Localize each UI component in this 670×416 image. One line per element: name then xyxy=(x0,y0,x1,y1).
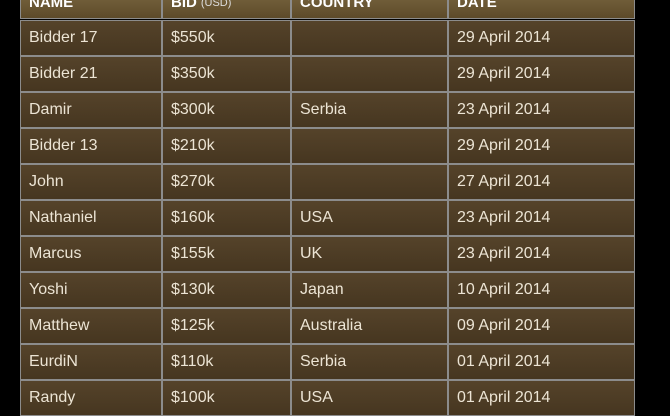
cell-text: $155k xyxy=(171,245,215,262)
table-cell: 23 April 2014 xyxy=(448,236,635,272)
table-cell: Yoshi xyxy=(20,272,162,308)
table-cell: 27 April 2014 xyxy=(448,164,635,200)
cell-text: UK xyxy=(300,245,323,262)
cell-text: Bidder 13 xyxy=(29,137,98,154)
table-cell: Bidder 13 xyxy=(20,128,162,164)
table-cell: Marcus xyxy=(20,236,162,272)
cell-text: Bidder 17 xyxy=(29,29,98,46)
header-cell: NAME xyxy=(20,0,162,19)
table-cell: USA xyxy=(291,200,448,236)
bid-unit: (USD) xyxy=(200,0,232,9)
cell-text: $100k xyxy=(171,389,215,406)
table-cell: 09 April 2014 xyxy=(448,308,635,344)
table-cell: $130k xyxy=(162,272,291,308)
table-cell xyxy=(291,56,448,92)
table-cell: 01 April 2014 xyxy=(448,380,635,416)
cell-text: 01 April 2014 xyxy=(457,389,551,406)
column-header: BID xyxy=(171,0,197,11)
bids-table: NAME BID (USD) COUNTRY DATE Bidder 17 $550k 29 … xyxy=(20,0,635,416)
cell-text: 10 April 2014 xyxy=(457,281,551,298)
cell-text: USA xyxy=(300,389,333,406)
cell-text: Japan xyxy=(300,281,344,298)
table-cell xyxy=(291,164,448,200)
cell-text: $550k xyxy=(171,29,215,46)
table-cell: Australia xyxy=(291,308,448,344)
table-cell: 29 April 2014 xyxy=(448,128,635,164)
cell-text: $350k xyxy=(171,65,215,82)
cell-text: Damir xyxy=(29,101,72,118)
cell-text: Serbia xyxy=(300,101,347,118)
table-cell: USA xyxy=(291,380,448,416)
cell-text: 01 April 2014 xyxy=(457,353,551,370)
table-cell: Japan xyxy=(291,272,448,308)
cell-text: 23 April 2014 xyxy=(457,245,551,262)
column-header: NAME xyxy=(29,0,74,11)
cell-text: $160k xyxy=(171,209,215,226)
cell-text: 29 April 2014 xyxy=(457,65,551,82)
table-cell: $125k xyxy=(162,308,291,344)
column-header: DATE xyxy=(457,0,497,11)
cell-text: 23 April 2014 xyxy=(457,101,551,118)
cell-text: $300k xyxy=(171,101,215,118)
cell-text: 29 April 2014 xyxy=(457,137,551,154)
cell-text: Randy xyxy=(29,389,76,406)
page: NAME BID (USD) COUNTRY DATE Bidder 17 $550k 29 … xyxy=(20,0,635,416)
table-cell: 29 April 2014 xyxy=(448,20,635,56)
table-cell: $550k xyxy=(162,20,291,56)
table-cell: 10 April 2014 xyxy=(448,272,635,308)
cell-text: $210k xyxy=(171,137,215,154)
table-cell: $100k xyxy=(162,380,291,416)
cell-text: Nathaniel xyxy=(29,209,97,226)
cell-text: Marcus xyxy=(29,245,82,262)
table-cell: $300k xyxy=(162,92,291,128)
cell-text: 23 April 2014 xyxy=(457,209,551,226)
cell-text: John xyxy=(29,173,64,190)
cell-text: $125k xyxy=(171,317,215,334)
table-cell: Serbia xyxy=(291,344,448,380)
table-cell: $270k xyxy=(162,164,291,200)
table-cell: Damir xyxy=(20,92,162,128)
cell-text: 29 April 2014 xyxy=(457,29,551,46)
table-cell xyxy=(291,20,448,56)
table-cell: $160k xyxy=(162,200,291,236)
table-cell xyxy=(291,128,448,164)
header-cell: COUNTRY xyxy=(291,0,448,19)
column-header: COUNTRY xyxy=(300,0,374,11)
table-cell: 01 April 2014 xyxy=(448,344,635,380)
table-cell: $155k xyxy=(162,236,291,272)
cell-text: $270k xyxy=(171,173,215,190)
cell-text: Australia xyxy=(300,317,363,334)
table-cell: Randy xyxy=(20,380,162,416)
cell-text: Matthew xyxy=(29,317,90,334)
cell-text: 09 April 2014 xyxy=(457,317,551,334)
cell-text: EurdiN xyxy=(29,353,78,370)
table-cell: UK xyxy=(291,236,448,272)
table-cell: $350k xyxy=(162,56,291,92)
cell-text: $110k xyxy=(171,353,214,370)
table-cell: Bidder 21 xyxy=(20,56,162,92)
table-cell: EurdiN xyxy=(20,344,162,380)
table-cell: Matthew xyxy=(20,308,162,344)
cell-text: Bidder 21 xyxy=(29,65,98,82)
cell-text: USA xyxy=(300,209,333,226)
cell-text: Serbia xyxy=(300,353,347,370)
table-cell: Nathaniel xyxy=(20,200,162,236)
header-cell: BID (USD) xyxy=(162,0,291,19)
table-cell: John xyxy=(20,164,162,200)
header-cell: DATE xyxy=(448,0,635,19)
table-cell: 23 April 2014 xyxy=(448,92,635,128)
cell-text: $130k xyxy=(171,281,215,298)
cell-text: Yoshi xyxy=(29,281,68,298)
table-cell: Bidder 17 xyxy=(20,20,162,56)
cell-text: 27 April 2014 xyxy=(457,173,551,190)
table-cell: 29 April 2014 xyxy=(448,56,635,92)
table-cell: $210k xyxy=(162,128,291,164)
table-cell: 23 April 2014 xyxy=(448,200,635,236)
table-cell: Serbia xyxy=(291,92,448,128)
table-cell: $110k xyxy=(162,344,291,380)
